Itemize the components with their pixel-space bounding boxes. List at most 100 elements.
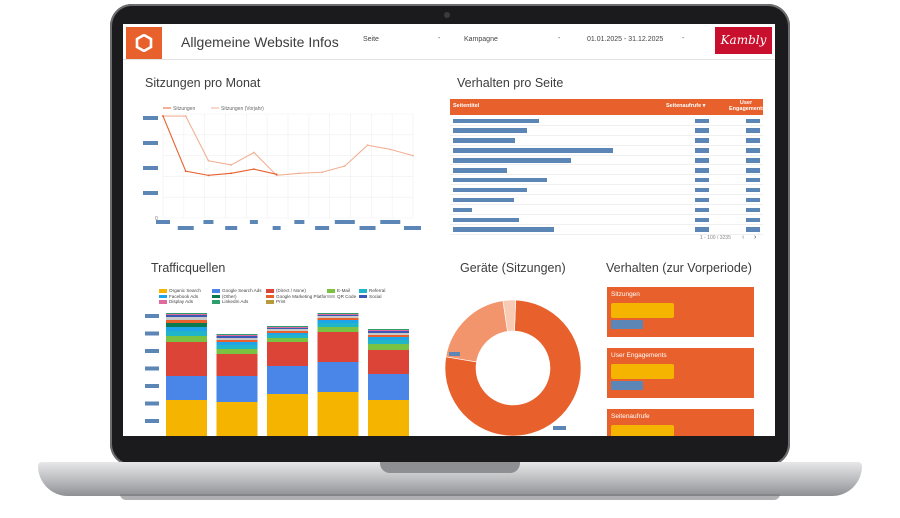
- bar-segment[interactable]: [166, 376, 207, 400]
- bar-segment[interactable]: [368, 350, 409, 374]
- bar-segment[interactable]: [267, 366, 308, 394]
- donut-slice[interactable]: [444, 299, 582, 436]
- page-title-bar: [453, 118, 540, 123]
- bar-segment[interactable]: [166, 320, 207, 323]
- legend-item[interactable]: Social: [359, 294, 382, 299]
- bar-segment[interactable]: [267, 329, 308, 331]
- bar-segment[interactable]: [216, 338, 258, 340]
- legend-item[interactable]: Display Ads: [159, 299, 193, 304]
- legend-item[interactable]: Print: [266, 299, 285, 304]
- bar-segment[interactable]: [317, 316, 359, 318]
- bar-segment[interactable]: [267, 342, 308, 366]
- kpi-card-seitenaufrufe[interactable]: Seitenaufrufe: [607, 409, 754, 436]
- bar-segment[interactable]: [216, 334, 258, 335]
- bar-segment[interactable]: [267, 335, 308, 338]
- legend-item[interactable]: E-Mail: [327, 288, 350, 293]
- legend-item[interactable]: Organic Search: [159, 288, 201, 293]
- bar-segment[interactable]: [368, 331, 409, 333]
- bar-segment[interactable]: [166, 331, 207, 336]
- bar-segment[interactable]: [368, 335, 409, 337]
- table-row[interactable]: [450, 166, 763, 176]
- table-row[interactable]: [450, 205, 763, 215]
- bar-segment[interactable]: [317, 327, 359, 332]
- table-row[interactable]: [450, 215, 763, 225]
- bar-segment[interactable]: [166, 342, 207, 376]
- kpi-card-sitzungen[interactable]: Sitzungen: [607, 287, 754, 337]
- bar-segment[interactable]: [317, 318, 359, 320]
- bar-segment[interactable]: [166, 400, 207, 436]
- filter-seite-value[interactable]: -: [438, 35, 441, 42]
- legend-item[interactable]: Referral: [359, 288, 385, 293]
- bar-segment[interactable]: [267, 331, 308, 333]
- table-row[interactable]: [450, 136, 763, 146]
- table-row[interactable]: [450, 185, 763, 196]
- bar-segment[interactable]: [216, 376, 258, 402]
- bar-segment[interactable]: [166, 336, 207, 342]
- donut-slice[interactable]: [502, 299, 517, 332]
- bar-segment[interactable]: [216, 335, 258, 336]
- filter-kampagne[interactable]: Kampagne: [464, 36, 498, 43]
- legend-item[interactable]: LinkedIn Ads: [212, 299, 248, 304]
- prev-page-icon[interactable]: ‹: [742, 234, 745, 241]
- bar-segment[interactable]: [216, 354, 258, 376]
- bar-segment[interactable]: [166, 317, 207, 320]
- bar-segment[interactable]: [368, 344, 409, 350]
- app-logo[interactable]: [126, 27, 162, 59]
- legend-item[interactable]: (Other): [212, 294, 237, 299]
- bar-segment[interactable]: [216, 345, 258, 349]
- column-user-engagements[interactable]: User Engagements: [729, 100, 766, 112]
- bar-segment[interactable]: [267, 326, 308, 327]
- table-row[interactable]: [450, 225, 763, 235]
- bar-segment[interactable]: [317, 314, 359, 315]
- bar-segment[interactable]: [216, 349, 258, 354]
- column-seitenaufrufe[interactable]: Seitenaufrufe ▾: [666, 103, 706, 109]
- bar-segment[interactable]: [166, 315, 207, 317]
- bar-segment[interactable]: [267, 394, 308, 436]
- date-range-dropdown[interactable]: -: [682, 35, 685, 42]
- x-tick-label: [334, 220, 355, 224]
- table-row[interactable]: [450, 126, 763, 136]
- date-range-picker[interactable]: 01.01.2025 - 31.12.2025: [587, 36, 664, 43]
- kpi-card-user-engagements[interactable]: User Engagements: [607, 348, 754, 398]
- bar-segment[interactable]: [267, 338, 308, 342]
- legend-item[interactable]: (Direct / None): [266, 288, 306, 293]
- table-row[interactable]: [450, 195, 763, 206]
- column-seitentitel[interactable]: Seitentitel: [453, 103, 480, 109]
- bar-segment[interactable]: [267, 328, 308, 329]
- bar-segment[interactable]: [216, 340, 258, 342]
- bar-segment[interactable]: [368, 340, 409, 344]
- bar-segment[interactable]: [267, 333, 308, 335]
- table-row[interactable]: [450, 146, 763, 156]
- bar-segment[interactable]: [368, 400, 409, 436]
- legend-item[interactable]: Facebook Ads: [159, 294, 198, 299]
- table-row[interactable]: [450, 116, 763, 126]
- bar-segment[interactable]: [368, 374, 409, 400]
- bar-segment[interactable]: [166, 314, 207, 315]
- bar-segment[interactable]: [317, 392, 359, 436]
- bar-segment[interactable]: [317, 332, 359, 362]
- bar-segment[interactable]: [368, 337, 409, 340]
- bar-segment[interactable]: [317, 320, 359, 323]
- table-row[interactable]: [450, 156, 763, 166]
- next-page-icon[interactable]: ›: [754, 234, 757, 241]
- bar-segment[interactable]: [267, 327, 308, 328]
- bar-segment[interactable]: [166, 313, 207, 314]
- legend-item[interactable]: Google Search Ads: [212, 288, 262, 293]
- bar-segment[interactable]: [368, 329, 409, 330]
- bar-segment[interactable]: [368, 333, 409, 335]
- bar-segment[interactable]: [216, 342, 258, 345]
- bar-segment[interactable]: [317, 362, 359, 392]
- table-row[interactable]: [450, 175, 763, 186]
- bar-segment[interactable]: [317, 315, 359, 316]
- filter-seite[interactable]: Seite: [363, 36, 379, 43]
- bar-segment[interactable]: [216, 402, 258, 436]
- bar-segment[interactable]: [368, 330, 409, 331]
- bar-segment[interactable]: [166, 327, 207, 331]
- legend-item[interactable]: Google Marketing Platform: [266, 294, 331, 299]
- legend-item[interactable]: QR Code: [327, 294, 356, 299]
- filter-kampagne-value[interactable]: -: [558, 35, 561, 42]
- bar-segment[interactable]: [216, 336, 258, 338]
- bar-segment[interactable]: [317, 313, 359, 314]
- bar-segment[interactable]: [317, 323, 359, 327]
- bar-segment[interactable]: [166, 323, 207, 327]
